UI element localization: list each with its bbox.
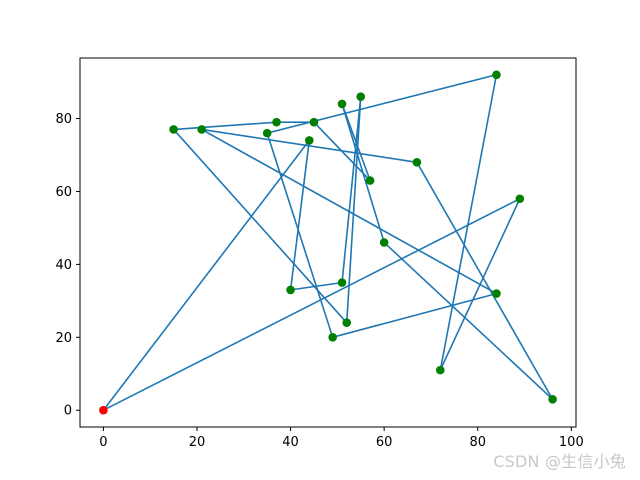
data-point [169, 125, 178, 134]
data-point [379, 238, 389, 247]
plot-frame [79, 57, 577, 428]
y-tick-label: 60 [55, 185, 72, 200]
data-point [304, 136, 314, 145]
route-segment [331, 292, 498, 339]
route-segment [289, 281, 343, 291]
start-point [99, 405, 108, 415]
y-tick-label: 40 [55, 258, 72, 273]
data-point [365, 176, 375, 185]
data-point [412, 157, 422, 167]
x-tick-label: 40 [282, 435, 299, 450]
watermark: CSDN @生信小兔 [493, 452, 626, 471]
route-segment [266, 73, 498, 135]
y-tick-label: 20 [55, 331, 72, 346]
plot-area [80, 58, 576, 427]
data-point [548, 394, 557, 404]
data-point [337, 99, 347, 109]
x-tick-label: 0 [99, 435, 107, 450]
data-point [286, 285, 295, 295]
route-segment [102, 139, 311, 412]
y-tick-label: 80 [55, 112, 72, 127]
data-point [342, 318, 352, 328]
route-segment [415, 161, 554, 401]
data-point [492, 289, 501, 298]
data-point [492, 70, 501, 80]
data-point [197, 125, 206, 134]
route-segment [289, 139, 311, 291]
data-point [515, 194, 525, 204]
route-lines [102, 73, 554, 412]
route-segment [266, 132, 334, 339]
route-segment [383, 241, 554, 401]
x-tick-label: 100 [559, 435, 584, 450]
x-tick-label: 80 [469, 435, 486, 450]
data-points [99, 70, 557, 415]
route-segment [345, 95, 362, 324]
data-point [328, 333, 337, 342]
route-segment [312, 121, 372, 182]
route-segment [102, 197, 521, 412]
route-segment [172, 121, 278, 131]
data-point [262, 128, 272, 138]
data-point [337, 278, 347, 287]
route-segment [172, 128, 348, 324]
data-point [356, 92, 366, 101]
data-point [436, 365, 445, 375]
route-segment [439, 73, 498, 372]
y-tick-label: 0 [64, 404, 72, 419]
axis-ticks: 0 20 40 60 80 100 0 20 40 60 80 [55, 112, 583, 450]
x-tick-label: 20 [189, 435, 206, 450]
data-point [272, 117, 281, 127]
data-point [309, 117, 319, 127]
x-tick-label: 60 [376, 435, 393, 450]
route-segment [341, 95, 362, 284]
